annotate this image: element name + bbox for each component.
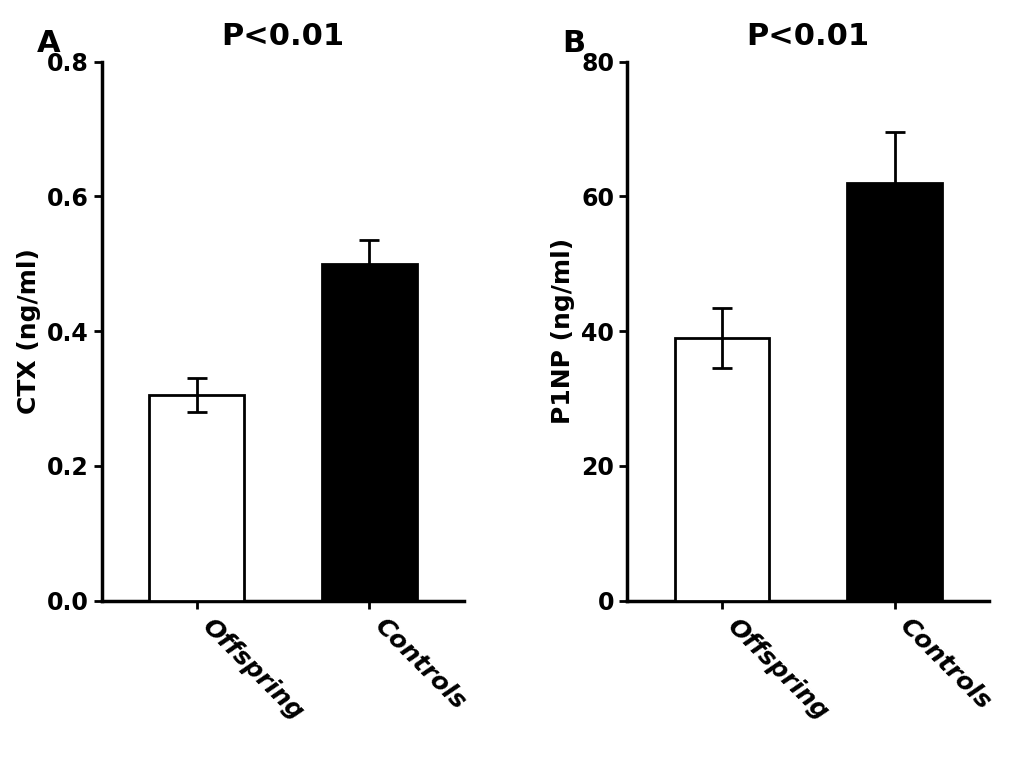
Title: P<0.01: P<0.01 (221, 22, 344, 51)
Bar (150, 395, 245, 601)
Title: P<0.01: P<0.01 (746, 22, 869, 51)
Text: A: A (37, 29, 60, 59)
Bar (846, 183, 941, 601)
Text: B: B (561, 29, 585, 59)
Bar (322, 263, 417, 601)
Bar (674, 338, 768, 601)
Y-axis label: P1NP (ng/ml): P1NP (ng/ml) (551, 238, 575, 424)
Y-axis label: CTX (ng/ml): CTX (ng/ml) (17, 248, 42, 414)
